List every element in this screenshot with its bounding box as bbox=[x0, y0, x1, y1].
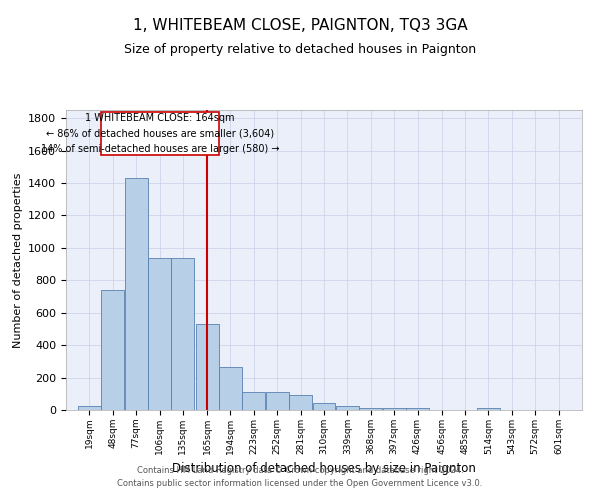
Bar bbox=[125, 178, 148, 410]
Text: 1, WHITEBEAM CLOSE, PAIGNTON, TQ3 3GA: 1, WHITEBEAM CLOSE, PAIGNTON, TQ3 3GA bbox=[133, 18, 467, 32]
Bar bbox=[313, 402, 335, 410]
Bar bbox=[266, 392, 289, 410]
Y-axis label: Number of detached properties: Number of detached properties bbox=[13, 172, 23, 348]
Bar bbox=[101, 290, 124, 410]
Bar bbox=[172, 258, 194, 410]
Bar bbox=[219, 367, 242, 410]
Bar bbox=[78, 406, 101, 410]
Text: Contains HM Land Registry data © Crown copyright and database right 2024.
Contai: Contains HM Land Registry data © Crown c… bbox=[118, 466, 482, 487]
Text: Size of property relative to detached houses in Paignton: Size of property relative to detached ho… bbox=[124, 42, 476, 56]
Bar bbox=[359, 408, 382, 410]
Bar bbox=[148, 258, 171, 410]
Text: 1 WHITEBEAM CLOSE: 164sqm
← 86% of detached houses are smaller (3,604)
14% of se: 1 WHITEBEAM CLOSE: 164sqm ← 86% of detac… bbox=[41, 112, 279, 154]
Bar bbox=[289, 394, 312, 410]
Bar bbox=[196, 324, 218, 410]
Bar bbox=[383, 408, 406, 410]
Bar bbox=[101, 112, 219, 154]
Bar bbox=[477, 408, 500, 410]
Bar bbox=[406, 408, 429, 410]
Bar bbox=[336, 406, 359, 410]
X-axis label: Distribution of detached houses by size in Paignton: Distribution of detached houses by size … bbox=[172, 462, 476, 475]
Bar bbox=[242, 392, 265, 410]
